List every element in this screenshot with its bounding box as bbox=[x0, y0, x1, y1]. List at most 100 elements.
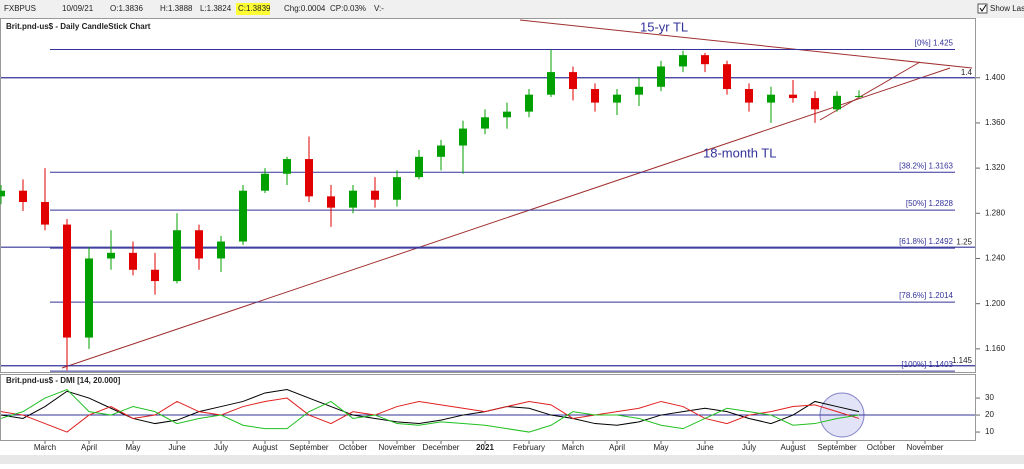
candle-body bbox=[327, 196, 335, 208]
dmi-line bbox=[0, 388, 860, 433]
candle-body bbox=[173, 230, 181, 282]
candle-body bbox=[19, 190, 27, 202]
price-line-label: 1.25 bbox=[956, 237, 972, 246]
trendline-18month bbox=[61, 67, 951, 369]
candle-body bbox=[657, 66, 665, 87]
fib-label: [100%] 1.1403 bbox=[901, 360, 953, 369]
fib-label: [0%] 1.425 bbox=[915, 39, 954, 48]
x-tick-label: June bbox=[168, 443, 186, 452]
candle-body bbox=[723, 64, 731, 90]
candle-body bbox=[129, 252, 137, 270]
price-line-label: 1.4 bbox=[961, 68, 973, 77]
x-tick-label: 2021 bbox=[476, 443, 494, 452]
x-tick-label: April bbox=[609, 443, 625, 452]
volume: V:- bbox=[374, 4, 384, 13]
x-tick-label: April bbox=[81, 443, 97, 452]
candle-body bbox=[415, 156, 423, 178]
candle-body bbox=[63, 224, 71, 338]
x-tick-label: September bbox=[817, 443, 856, 452]
fib-label: [38.2%] 1.3163 bbox=[899, 161, 953, 170]
dmi-line bbox=[0, 397, 860, 433]
candle-body bbox=[437, 145, 445, 157]
x-tick-label: March bbox=[34, 443, 56, 452]
candle-body bbox=[789, 94, 797, 99]
candle-body bbox=[591, 89, 599, 103]
y-tick-label: 1.200 bbox=[985, 299, 1006, 308]
candle-body bbox=[811, 98, 819, 110]
x-tick-label: May bbox=[125, 443, 140, 452]
candle-body bbox=[833, 95, 841, 110]
toolbar bbox=[0, 0, 1024, 18]
y-tick-label: 1.160 bbox=[985, 344, 1006, 353]
candle-body bbox=[107, 252, 115, 259]
candle-body bbox=[767, 94, 775, 103]
x-tick-label: October bbox=[867, 443, 896, 452]
x-tick-label: December bbox=[423, 443, 460, 452]
x-tick-label: July bbox=[214, 443, 228, 452]
price-line-label: 1.145 bbox=[952, 356, 973, 365]
candle-body bbox=[151, 269, 159, 282]
low: L:1.3824 bbox=[200, 4, 232, 13]
y-tick-label: 20 bbox=[985, 410, 994, 419]
symbol: FXBPUS bbox=[4, 4, 36, 13]
x-tick-label: September bbox=[289, 443, 328, 452]
x-tick-label: May bbox=[653, 443, 668, 452]
x-tick-label: June bbox=[696, 443, 714, 452]
y-tick-label: 1.400 bbox=[985, 73, 1006, 82]
y-tick-label: 1.280 bbox=[985, 208, 1006, 217]
candle-body bbox=[547, 72, 555, 95]
candle-body bbox=[41, 201, 49, 225]
candle-body bbox=[217, 241, 225, 259]
x-tick-label: August bbox=[781, 443, 807, 452]
x-tick-label: August bbox=[253, 443, 279, 452]
y-tick-label: 30 bbox=[985, 393, 994, 402]
close-highlight bbox=[236, 3, 270, 15]
y-tick-label: 10 bbox=[985, 427, 994, 436]
change-pct: CP:0.03% bbox=[330, 4, 366, 13]
candle-body bbox=[613, 94, 621, 103]
candle-body bbox=[701, 55, 709, 65]
y-tick-label: 1.360 bbox=[985, 118, 1006, 127]
price-title: Brit.pnd-us$ - Daily CandleStick Chart bbox=[6, 22, 151, 31]
fib-label: [61.8%] 1.2492 bbox=[899, 237, 953, 246]
candle-body bbox=[349, 190, 357, 208]
change: Chg:0.0004 bbox=[284, 4, 326, 13]
dmi-title: Brit.pnd-us$ - DMI [14, 20.000] bbox=[6, 376, 121, 385]
candle-body bbox=[459, 128, 467, 146]
fib-label: [78.6%] 1.2014 bbox=[899, 291, 953, 300]
candle-body bbox=[481, 117, 489, 129]
annotation: 18-month TL bbox=[703, 145, 776, 160]
x-tick-label: October bbox=[339, 443, 368, 452]
candle-body bbox=[305, 159, 313, 197]
candle-body bbox=[569, 72, 577, 90]
y-tick-label: 1.240 bbox=[985, 254, 1006, 263]
trendline-15yr bbox=[519, 19, 973, 69]
annotation: 15-yr TL bbox=[640, 19, 688, 34]
x-tick-label: July bbox=[742, 443, 756, 452]
candle-body bbox=[525, 94, 533, 112]
dmi-panel bbox=[0, 374, 976, 441]
candle-body bbox=[855, 95, 863, 97]
scrollbar[interactable] bbox=[0, 455, 1024, 464]
candle-body bbox=[635, 86, 643, 95]
candle-body bbox=[195, 230, 203, 259]
show-last[interactable]: Show Last bbox=[990, 4, 1024, 13]
dmi-line bbox=[0, 389, 860, 426]
candle-body bbox=[85, 258, 93, 338]
close: C:1.3839 bbox=[238, 4, 271, 13]
candle-body bbox=[393, 177, 401, 200]
candle-body bbox=[371, 190, 379, 200]
date: 10/09/21 bbox=[62, 4, 94, 13]
candle-body bbox=[261, 173, 269, 191]
candle-body bbox=[745, 89, 753, 103]
x-tick-label: February bbox=[513, 443, 545, 452]
checkbox[interactable] bbox=[977, 3, 988, 14]
candle-body bbox=[679, 55, 687, 67]
y-tick-label: 1.320 bbox=[985, 163, 1006, 172]
candle-body bbox=[239, 190, 247, 242]
high: H:1.3888 bbox=[160, 4, 193, 13]
x-tick-label: November bbox=[907, 443, 944, 452]
open: O:1.3836 bbox=[110, 4, 143, 13]
x-tick-label: November bbox=[379, 443, 416, 452]
